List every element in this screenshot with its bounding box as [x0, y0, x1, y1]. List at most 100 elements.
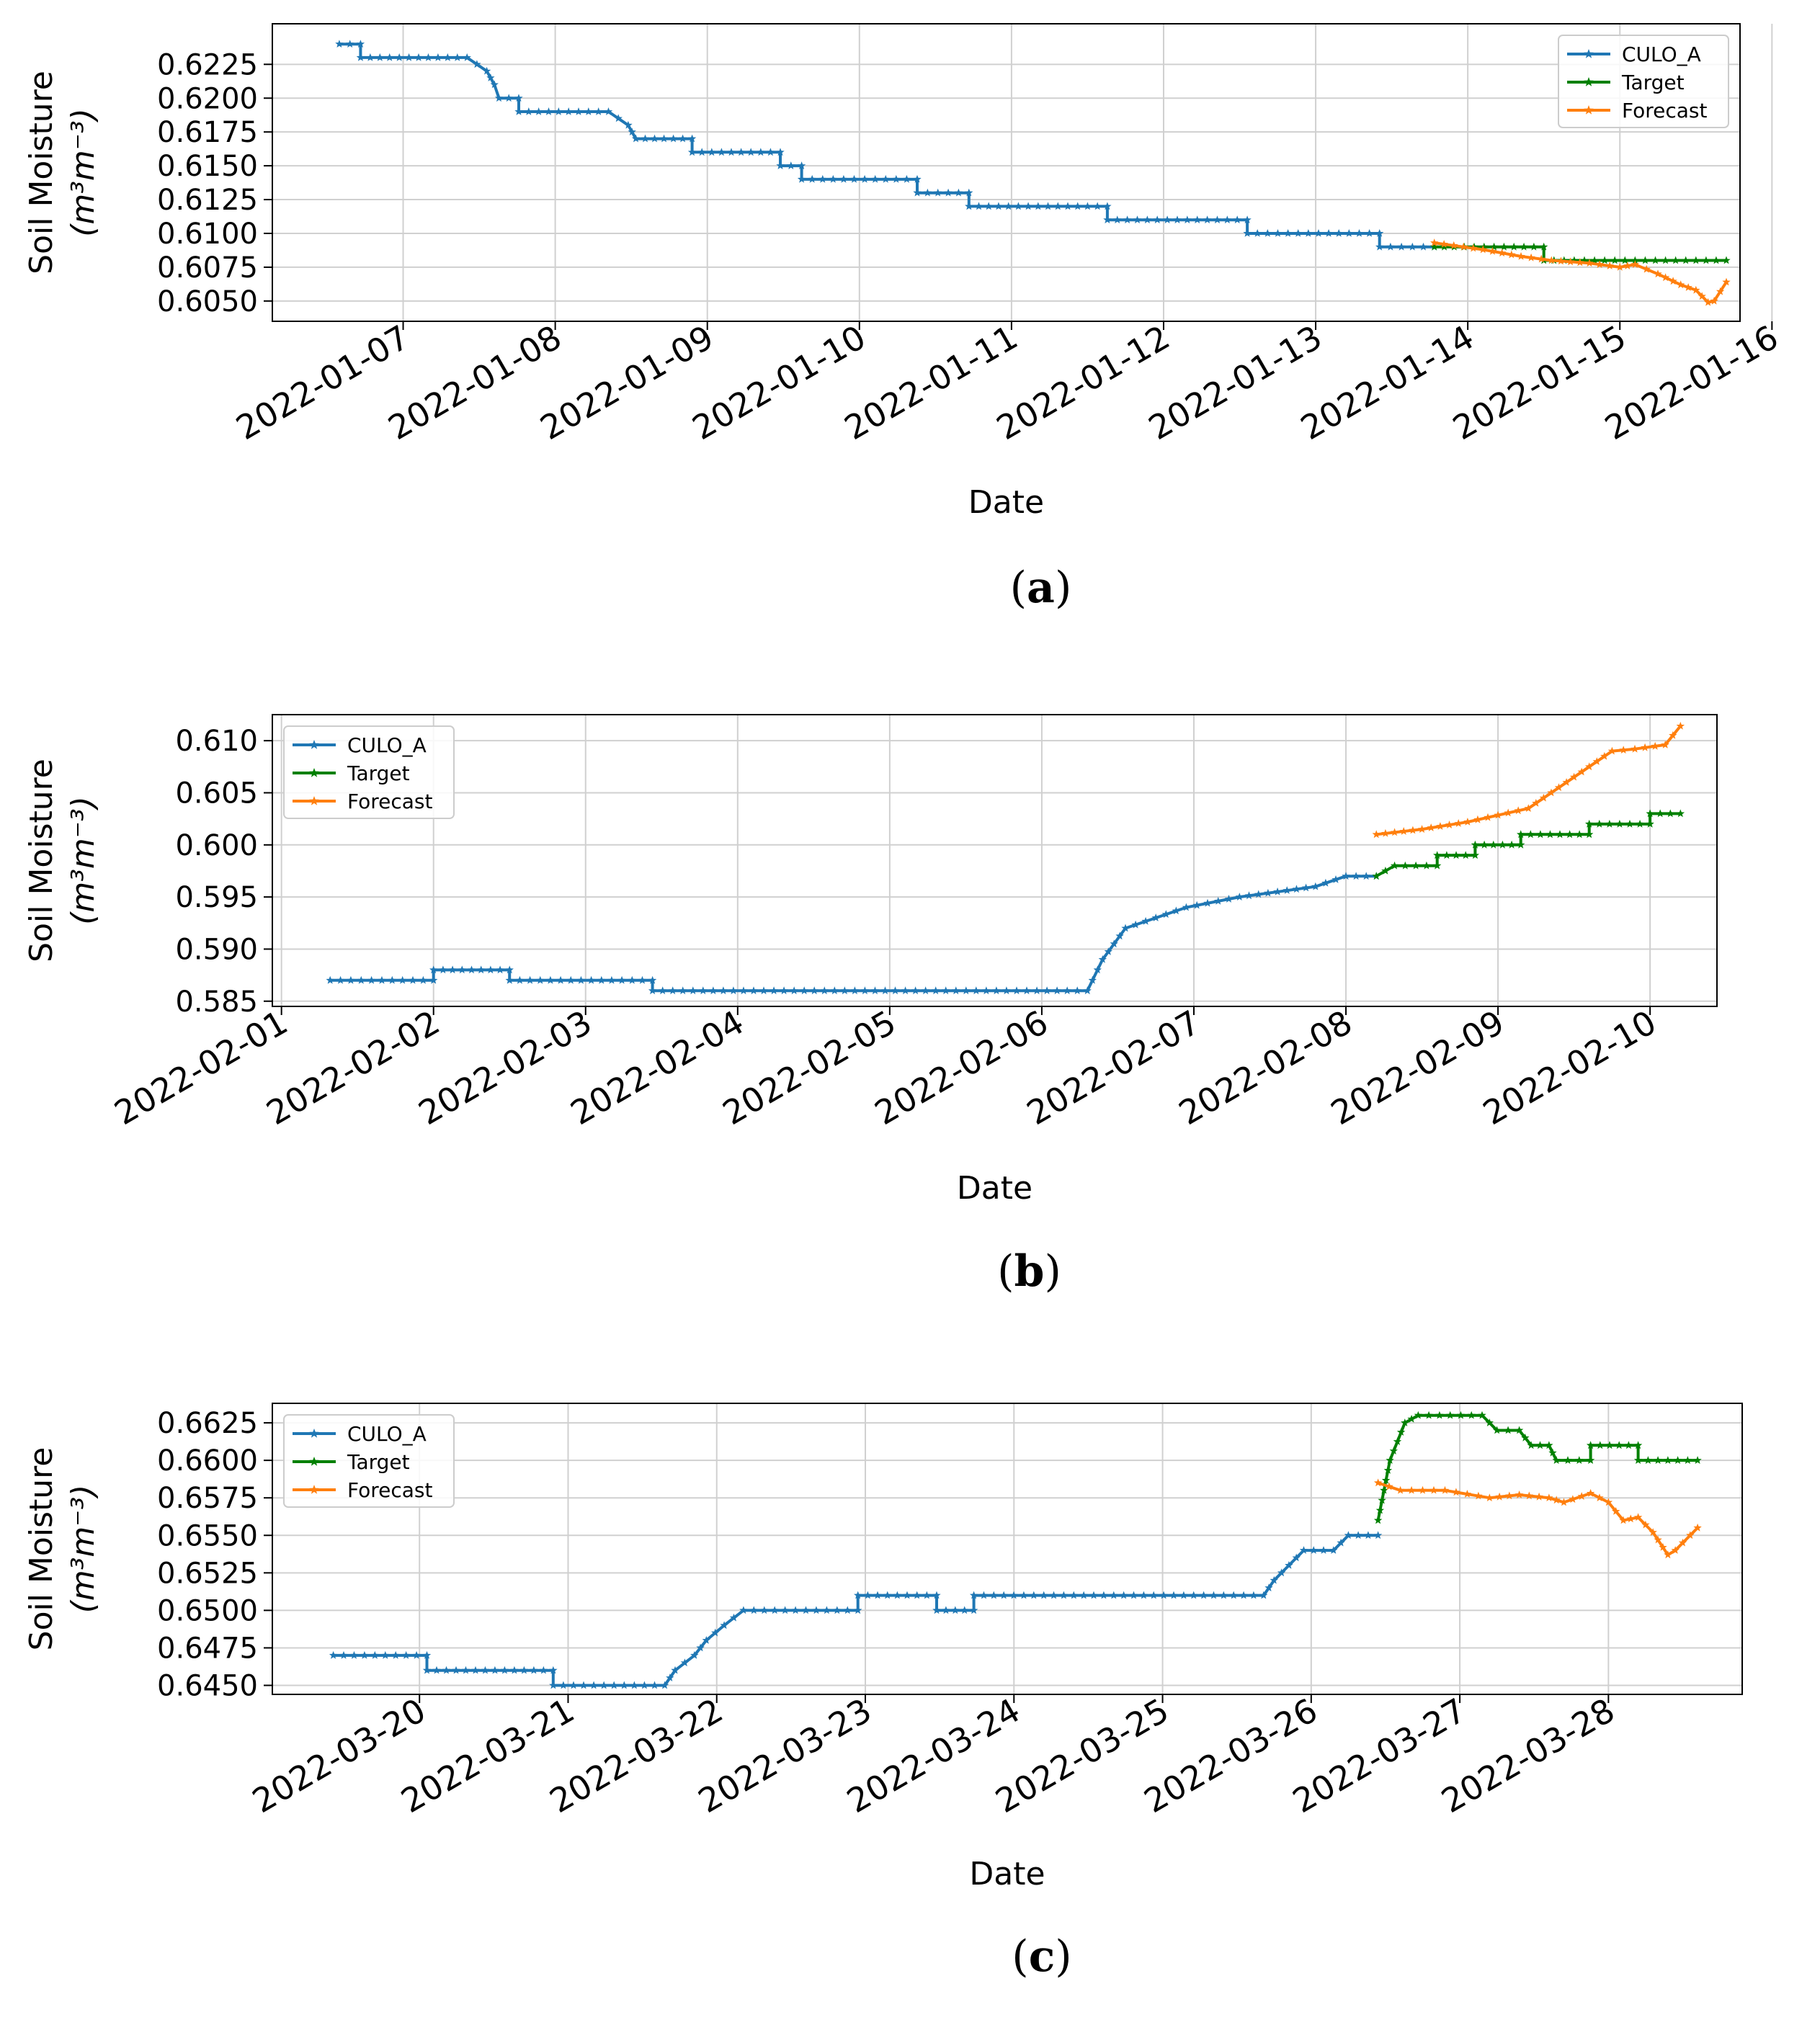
- legend-label: Forecast: [347, 790, 433, 813]
- chart-panel-b: 0.585 0.590 0.595 0.600 0.605 0.610 2022-02-01…: [23, 714, 1718, 1297]
- y-axis-label-line2: (m³m⁻³): [65, 1485, 102, 1614]
- y-tick-label: 0.585: [175, 986, 258, 1019]
- series-line: [330, 875, 1377, 993]
- y-tick-label: 0.6625: [157, 1407, 258, 1440]
- y-tick-label: 0.595: [175, 881, 258, 914]
- x-tick-label: 2022-01-15: [1446, 318, 1633, 447]
- x-tick-label: 2022-01-10: [686, 318, 873, 447]
- legend: CULO_A Target Forecast: [1558, 35, 1729, 128]
- panel-caption: (a): [1010, 563, 1072, 613]
- series-culo-a: [326, 872, 1380, 995]
- y-tick-label: 0.6475: [157, 1632, 258, 1665]
- legend-marker: [309, 768, 319, 777]
- legend-item: Target: [293, 761, 410, 785]
- y-tick-label: 0.590: [175, 933, 258, 966]
- panel-caption: (c): [1012, 1931, 1071, 1982]
- x-tick-label: 2022-02-05: [716, 1003, 903, 1132]
- series-markers: [1373, 1411, 1702, 1524]
- y-axis-label-line2: (m³m⁻³): [65, 108, 102, 237]
- y-axis-label-line1: Soil Moisture: [23, 759, 60, 962]
- y-axis-label-line2: (m³m⁻³): [65, 796, 102, 925]
- legend-item: CULO_A: [293, 733, 427, 757]
- y-tick-label: 0.6175: [157, 116, 258, 149]
- series-line: [1375, 725, 1682, 836]
- series-forecast: [1372, 721, 1685, 839]
- series-markers: [329, 1531, 1383, 1689]
- legend-label: CULO_A: [347, 1422, 427, 1446]
- x-tick-label: 2022-01-13: [1142, 318, 1329, 447]
- series-culo-a: [335, 40, 1439, 251]
- legend: CULO_A Target Forecast: [283, 725, 455, 819]
- legend-box: [283, 725, 455, 819]
- legend-marker: [1584, 77, 1594, 86]
- x-tick-label: 2022-01-09: [534, 318, 721, 447]
- legend-marker: [309, 1457, 319, 1466]
- legend-marker: [1584, 49, 1594, 58]
- legend-label: Forecast: [1622, 99, 1708, 122]
- y-tick-label: 0.600: [175, 829, 258, 862]
- y-tick-label: 0.6100: [157, 218, 258, 251]
- x-tick-label: 2022-01-11: [838, 318, 1025, 447]
- legend-item: Forecast: [1567, 99, 1708, 122]
- legend-marker: [309, 796, 319, 805]
- x-tick-label: 2022-01-16: [1598, 318, 1785, 447]
- series-markers: [326, 872, 1380, 995]
- legend-marker: [309, 1429, 319, 1438]
- series-line: [1376, 1413, 1698, 1521]
- series-markers: [1372, 721, 1685, 839]
- y-tick-label: 0.610: [175, 725, 258, 758]
- series-markers: [335, 40, 1439, 251]
- series-target: [1373, 1411, 1702, 1524]
- x-tick-label: 2022-02-03: [412, 1003, 599, 1132]
- legend-item: Forecast: [293, 1478, 433, 1502]
- legend-marker: [309, 740, 319, 749]
- y-tick-label: 0.6600: [157, 1444, 258, 1478]
- y-tick-label: 0.6525: [157, 1557, 258, 1590]
- y-axis-label-line1: Soil Moisture: [23, 1447, 60, 1651]
- series-forecast: [1430, 238, 1731, 306]
- x-tick-label: 2022-02-06: [868, 1003, 1055, 1132]
- series-line: [339, 43, 1435, 249]
- legend-item: CULO_A: [1567, 43, 1701, 66]
- series-forecast: [1373, 1478, 1702, 1559]
- legend-label: CULO_A: [347, 733, 427, 757]
- x-axis-label: Date: [968, 484, 1044, 521]
- legend-box: [1558, 35, 1729, 128]
- x-tick-label: 2022-02-01: [108, 1003, 295, 1132]
- y-tick-label: 0.6550: [157, 1519, 258, 1552]
- x-tick-label: 2022-02-07: [1020, 1003, 1207, 1132]
- x-axis-label: Date: [957, 1170, 1032, 1207]
- legend-label: Target: [347, 761, 410, 785]
- legend-item: Forecast: [293, 790, 433, 813]
- chart-panel-c: 0.6450 0.6475 0.6500 0.6525 0.6550 0.6575 0.66…: [23, 1403, 1743, 1982]
- y-tick-label: 0.6500: [157, 1594, 258, 1627]
- legend-label: Target: [1621, 71, 1685, 94]
- series-culo-a: [329, 1531, 1383, 1689]
- x-tick-label: 2022-01-14: [1294, 318, 1481, 447]
- legend-marker: [309, 1485, 319, 1494]
- legend: CULO_A Target Forecast: [283, 1414, 455, 1508]
- legend-item: Target: [1567, 71, 1685, 94]
- y-tick-label: 0.6125: [157, 184, 258, 217]
- y-tick-label: 0.6050: [157, 285, 258, 318]
- x-tick-label: 2022-02-08: [1172, 1003, 1359, 1132]
- y-tick-label: 0.6575: [157, 1482, 258, 1515]
- legend-label: Forecast: [347, 1478, 433, 1502]
- legend-item: CULO_A: [293, 1422, 427, 1446]
- legend-label: CULO_A: [1622, 43, 1701, 66]
- y-axis-label-line1: Soil Moisture: [23, 71, 60, 274]
- series-markers: [1430, 242, 1731, 264]
- plot-frame: [272, 714, 1718, 1007]
- legend-marker: [1584, 105, 1594, 115]
- legend-label: Target: [347, 1450, 410, 1474]
- series-line: [1377, 1481, 1699, 1557]
- x-tick-label: 2022-02-02: [260, 1003, 447, 1132]
- legend-item: Target: [293, 1450, 410, 1474]
- y-tick-label: 0.6200: [157, 82, 258, 115]
- y-tick-label: 0.6225: [157, 48, 258, 81]
- x-tick-label: 2022-02-04: [564, 1003, 751, 1132]
- plot-frame: [272, 23, 1741, 322]
- plot-frame: [272, 1403, 1743, 1695]
- panel-caption: (b): [997, 1246, 1061, 1297]
